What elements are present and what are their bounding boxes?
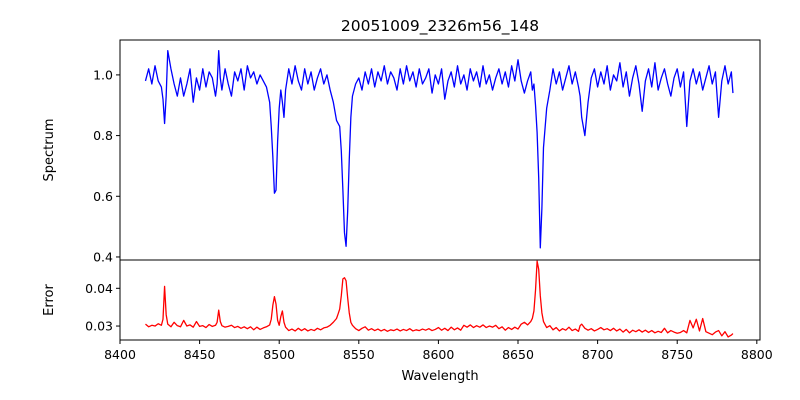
spectrum-y-tick-label: 0.4 xyxy=(93,249,113,264)
error-panel: 0.03 0.04 Error xyxy=(42,259,761,341)
error-series xyxy=(145,260,734,338)
spectrum-line-0 xyxy=(144,49,734,249)
x-tick-label: 8550 xyxy=(343,347,375,362)
error-y-tick-label: 0.04 xyxy=(85,281,113,296)
spectrum-y-axis-label: Spectrum xyxy=(42,119,57,182)
spectrum-y-tick-label: 0.6 xyxy=(93,189,113,204)
x-tick-label: 8500 xyxy=(263,347,295,362)
wavelength-x-axis: 8400 8450 8500 8550 8600 8650 8700 8750 8800 xyxy=(104,340,773,362)
x-tick-label: 8650 xyxy=(502,347,534,362)
chart-title: 20051009_2326m56_148 xyxy=(341,17,539,36)
error-y-axis-label: Error xyxy=(42,284,57,316)
x-tick-label: 8700 xyxy=(582,347,614,362)
x-tick-label: 8600 xyxy=(423,347,455,362)
spectrum-series xyxy=(144,49,734,249)
error-line-0 xyxy=(145,260,734,338)
spectrum-y-tick-label: 0.8 xyxy=(93,128,113,143)
error-y-tick-label: 0.03 xyxy=(85,319,113,334)
x-tick-label: 8750 xyxy=(661,347,693,362)
spectrum-y-tick-label: 1.0 xyxy=(93,67,113,82)
x-tick-label: 8400 xyxy=(104,347,136,362)
x-axis-label: Wavelength xyxy=(401,369,478,384)
x-tick-label: 8450 xyxy=(184,347,216,362)
error-axes-frame xyxy=(119,259,761,341)
spectrum-y-axis: 0.4 0.6 0.8 1.0 xyxy=(93,67,120,264)
x-tick-label: 8800 xyxy=(741,347,773,362)
error-y-axis: 0.03 0.04 xyxy=(85,281,120,334)
